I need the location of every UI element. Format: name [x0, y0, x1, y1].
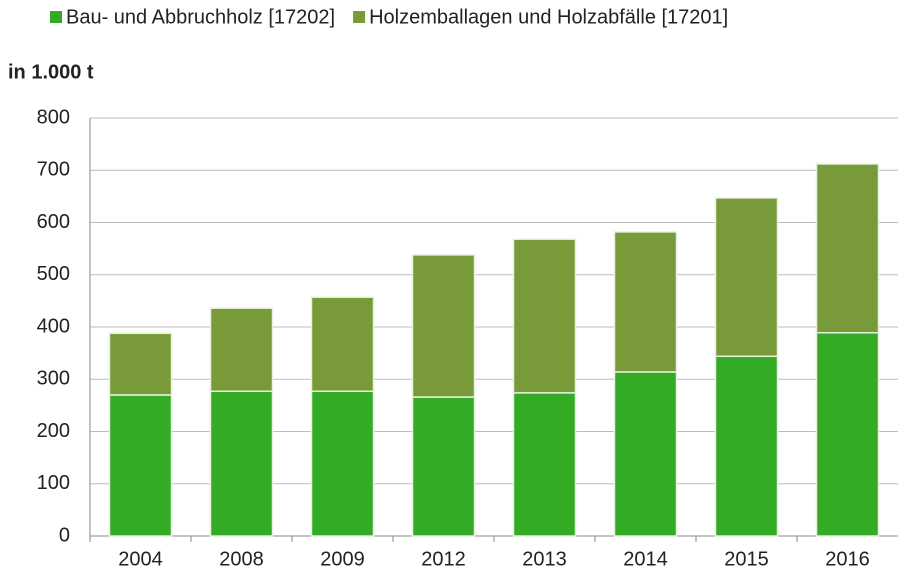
x-tick-label: 2004: [118, 548, 163, 570]
bar-segment: [815, 331, 880, 537]
legend-label: Holzemballagen und Holzabfälle [17201]: [369, 6, 728, 28]
x-tick-label: 2016: [825, 548, 870, 570]
legend-swatch: [353, 11, 366, 23]
bar-segment: [613, 231, 678, 373]
legend-swatch: [50, 11, 62, 23]
bar-segment: [209, 307, 274, 393]
y-tick-label: 800: [37, 106, 70, 128]
x-tick-label: 2009: [320, 548, 365, 570]
x-tick-label: 2014: [623, 548, 668, 570]
y-tick-label: 500: [37, 263, 70, 285]
bar-segment: [310, 390, 375, 537]
bar-segment: [512, 392, 577, 537]
bar-segment: [411, 396, 476, 537]
legend-label: Bau- und Abbruchholz [17202]: [66, 6, 335, 28]
x-tick-label: 2012: [421, 548, 466, 570]
x-tick-label: 2008: [219, 548, 264, 570]
bar-segment: [512, 238, 577, 394]
y-tick-label: 0: [59, 524, 70, 546]
bar-segment: [714, 355, 779, 537]
y-tick-label: 300: [37, 368, 70, 390]
bar-segment: [108, 332, 173, 396]
bar-segment: [310, 296, 375, 393]
bar-segment: [411, 254, 476, 398]
bar-segment: [108, 394, 173, 537]
y-tick-label: 700: [37, 159, 70, 181]
y-tick-label: 400: [37, 315, 70, 337]
bar-segment: [613, 371, 678, 537]
x-tick-label: 2015: [724, 548, 769, 570]
bar-segment: [714, 197, 779, 358]
bar-segment: [815, 163, 880, 334]
y-tick-label: 200: [37, 420, 70, 442]
y-tick-label: 100: [37, 472, 70, 494]
y-tick-label: 600: [37, 211, 70, 233]
bar-segment: [209, 390, 274, 537]
y-axis-label: in 1.000 t: [8, 61, 94, 83]
x-tick-label: 2013: [522, 548, 567, 570]
